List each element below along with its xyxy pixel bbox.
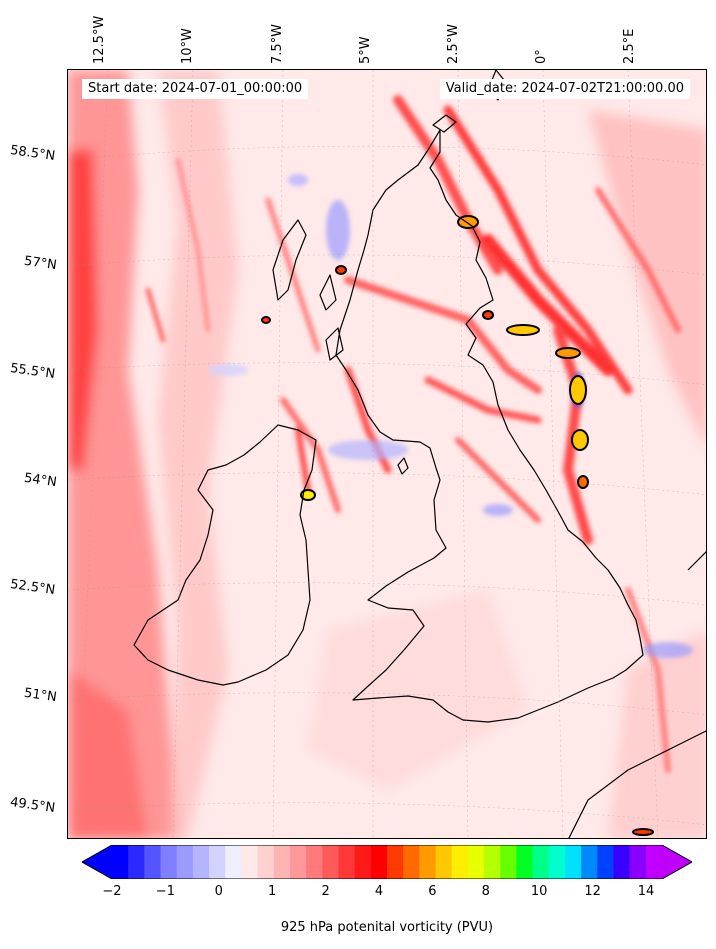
colorbar-segment (306, 845, 323, 879)
colorbar-segment (176, 845, 194, 879)
colorbar-segment (435, 845, 453, 879)
colorbar-segment (613, 845, 631, 879)
colorbar-segment (403, 845, 420, 879)
colorbar-segment (354, 845, 372, 879)
lon-label-0: 0° (534, 49, 549, 64)
colorbar-segment (225, 845, 242, 879)
colorbar-segment (144, 845, 162, 879)
start-date-label: Start date: 2024-07-01_00:00:00 (82, 79, 309, 99)
coastline-orkney (432, 114, 457, 133)
colorbar-segment (548, 845, 566, 879)
colorbar-segment (451, 845, 469, 879)
colorbar-segment (532, 845, 550, 879)
colorbar-segment (273, 845, 291, 879)
lat-label-49-5n: 49.5°N (9, 794, 56, 817)
coastline-ireland (133, 424, 317, 686)
colorbar-segment (467, 845, 485, 879)
colorbar-tick-label: 1 (268, 884, 277, 899)
colorbar-segment (629, 845, 647, 879)
pv-broad-bands (68, 70, 706, 838)
coastlines (133, 70, 706, 838)
colorbar-segment (645, 845, 663, 879)
lat-label-58-5n: 58.5°N (9, 142, 56, 165)
coastline-continent (568, 730, 706, 838)
lon-label-2-5e: 2.5°E (622, 28, 637, 64)
lon-label-7-5w: 7.5°W (270, 23, 285, 64)
lon-label-5w: 5°W (358, 36, 373, 64)
lat-label-57n: 57°N (23, 253, 58, 274)
colorbar-tick-label: 8 (481, 884, 490, 899)
colorbar-tick-label: −1 (155, 884, 175, 899)
colorbar-segment (516, 845, 534, 879)
colorbar-segment (581, 845, 598, 879)
coastline-great-britain (335, 129, 644, 723)
lat-label-54n: 54°N (23, 470, 58, 491)
colorbar-tick-label: 12 (584, 884, 601, 899)
colorbar-tick-label: −2 (102, 884, 122, 899)
colorbar-tick-label: 4 (374, 884, 384, 899)
colorbar-label: 925 hPa potenital vorticity (PVU) (280, 920, 494, 935)
colorbar-extend-max (662, 845, 692, 879)
colorbar-tick-label: 0 (214, 884, 223, 899)
colorbar-segment (338, 845, 356, 879)
colorbar-segment (241, 845, 259, 879)
colorbar-segment (209, 845, 226, 879)
pv-field-map (68, 70, 706, 838)
colorbar-segment (484, 845, 501, 879)
lon-label-2-5w: 2.5°W (446, 23, 461, 64)
map-panel (67, 69, 707, 839)
pv-streaks (145, 95, 681, 773)
lat-label-52-5n: 52.5°N (9, 576, 56, 599)
colorbar-segment (419, 845, 437, 879)
colorbar-tick-label: 6 (428, 884, 437, 899)
colorbar-segment (112, 845, 129, 879)
lat-label-55-5n: 55.5°N (9, 360, 56, 383)
colorbar (82, 845, 692, 879)
colorbar-segment (387, 845, 404, 879)
colorbar-tick-label: 14 (637, 884, 655, 899)
pv-contour-cores (261, 215, 654, 836)
lon-label-12-5w: 12.5°W (92, 15, 107, 64)
colorbar-segment (500, 845, 517, 879)
colorbar-segment (289, 845, 307, 879)
colorbar-segment (564, 845, 582, 879)
colorbar-segment (257, 845, 275, 879)
lon-label-10w: 10°W (180, 28, 195, 64)
lat-label-51n: 51°N (23, 685, 58, 706)
colorbar-tick-label: 10 (530, 884, 548, 899)
colorbar-tick-label: 2 (321, 884, 330, 899)
colorbar-segment (370, 845, 388, 879)
colorbar-segment (192, 845, 210, 879)
colorbar-segment (128, 845, 145, 879)
valid-date-label: Valid_date: 2024-07-02T21:00:00.00 (439, 79, 690, 99)
colorbar-segment (597, 845, 614, 879)
colorbar-extend-min (82, 845, 112, 879)
graticule (68, 70, 706, 838)
coastline-hebrides (272, 219, 307, 301)
colorbar-segment (322, 845, 339, 879)
colorbar-segments (112, 845, 663, 879)
colorbar-segment (160, 845, 178, 879)
coastline-isle-of-man (397, 457, 409, 475)
